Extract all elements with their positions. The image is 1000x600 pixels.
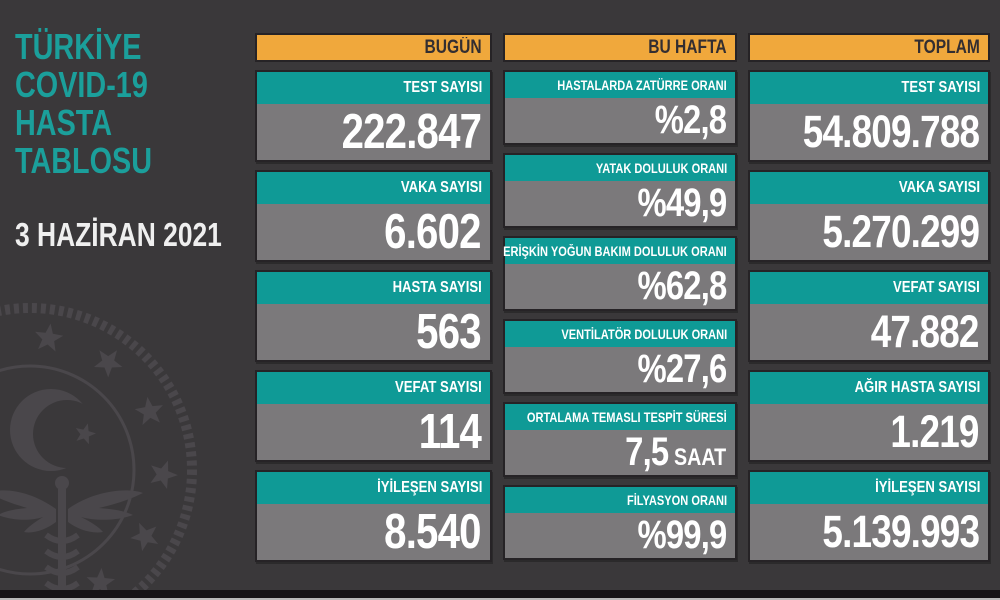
stat-box-yogun-bakim-doluluk: ERİŞKİN YOĞUN BAKIM DOLULUK ORANI %62,8 <box>503 236 737 311</box>
stat-value-area: 5.139.993 <box>750 504 988 560</box>
stat-label-band: VAKA SAYISI <box>750 172 988 204</box>
stat-label-band: HASTALARDA ZATÜRRE ORANI <box>505 72 735 98</box>
stat-value: 114 <box>418 405 482 459</box>
stat-box-temasli-tespit: ORTALAMA TEMASLI TESPİT SÜRESİ 7,5 SAAT <box>503 402 737 477</box>
stat-value: 563 <box>416 305 481 359</box>
page-title-line: HASTA <box>15 102 113 143</box>
stat-value: 5.270.299 <box>822 206 980 257</box>
stat-value-area: 114 <box>257 404 490 460</box>
stat-value-area: 6.602 <box>257 204 490 260</box>
stat-value-area: %49,9 <box>505 181 735 226</box>
stat-box-agir-hasta: AĞIR HASTA SAYISI 1.219 <box>748 370 990 462</box>
stat-label-band: TEST SAYISI <box>257 72 490 104</box>
stat-box-toplam-iyilesen: İYİLEŞEN SAYISI 5.139.993 <box>748 470 990 562</box>
stat-value: %27,6 <box>637 347 727 391</box>
stat-label-band: İYİLEŞEN SAYISI <box>257 472 490 504</box>
stat-value: %49,9 <box>637 181 727 225</box>
stat-box-yatak-doluluk: YATAK DOLULUK ORANI %49,9 <box>503 153 737 228</box>
column-header-bu-hafta: BU HAFTA <box>503 33 737 62</box>
stat-label-band: FİLYASYON ORANI <box>505 487 735 513</box>
stat-value: %99,9 <box>637 513 727 557</box>
stat-label: VEFAT SAYISI <box>395 379 482 396</box>
stat-value: 1.219 <box>890 406 980 457</box>
stat-label: VAKA SAYISI <box>400 179 482 196</box>
stat-value-area: %62,8 <box>505 264 735 309</box>
column-header-label: BUGÜN <box>424 36 482 58</box>
stat-box-toplam-vefat: VEFAT SAYISI 47.882 <box>748 270 990 362</box>
stat-label-band: VEFAT SAYISI <box>257 372 490 404</box>
stat-value-area: 563 <box>257 304 490 360</box>
stat-label: YATAK DOLULUK ORANI <box>595 160 727 176</box>
column-bugun: BUGÜN TEST SAYISI 222.847 VAKA SAYISI 6.… <box>255 33 492 570</box>
stat-label: ORTALAMA TEMASLI TESPİT SÜRESİ <box>527 409 727 425</box>
stat-label: HASTA SAYISI <box>392 279 482 296</box>
bottom-bar <box>0 590 1000 600</box>
page-title-line: COVID-19 <box>15 64 148 105</box>
stat-value-area: %27,6 <box>505 347 735 392</box>
stat-value: 54.809.788 <box>802 106 980 157</box>
sidebar: TÜRKİYE COVID-19 HASTA TABLOSU 3 HAZİRAN… <box>0 0 255 600</box>
stat-value: 8.540 <box>384 505 482 559</box>
stat-box-toplam-vaka: VAKA SAYISI 5.270.299 <box>748 170 990 262</box>
column-bu-hafta: BU HAFTA HASTALARDA ZATÜRRE ORANI %2,8 Y… <box>503 33 737 568</box>
column-header-label: BU HAFTA <box>648 36 727 58</box>
stat-box-toplam-test: TEST SAYISI 54.809.788 <box>748 70 990 162</box>
stat-value: 6.602 <box>384 205 482 259</box>
stat-label-band: AĞIR HASTA SAYISI <box>750 372 988 404</box>
stat-label-band: TEST SAYISI <box>750 72 988 104</box>
stat-value-suffix: SAAT <box>673 444 726 471</box>
stat-box-zaturre: HASTALARDA ZATÜRRE ORANI %2,8 <box>503 70 737 145</box>
page-title-line: TABLOSU <box>15 140 153 181</box>
page-title-line: TÜRKİYE <box>15 26 142 67</box>
stat-label: TEST SAYISI <box>403 79 482 96</box>
stat-label: HASTALARDA ZATÜRRE ORANI <box>557 77 727 93</box>
stat-label: ERİŞKİN YOĞUN BAKIM DOLULUK ORANI <box>503 243 727 259</box>
stat-label: VEFAT SAYISI <box>893 279 980 296</box>
stat-label: FİLYASYON ORANI <box>626 492 727 508</box>
stat-label: VAKA SAYISI <box>898 179 980 196</box>
stat-value-area: 7,5 SAAT <box>505 430 735 475</box>
stat-value-area: 54.809.788 <box>750 104 988 160</box>
stat-label-band: ORTALAMA TEMASLI TESPİT SÜRESİ <box>505 404 735 430</box>
stat-label-band: İYİLEŞEN SAYISI <box>750 472 988 504</box>
stat-label: İYİLEŞEN SAYISI <box>874 479 980 496</box>
stat-box-ventilator-doluluk: VENTİLATÖR DOLULUK ORANI %27,6 <box>503 319 737 394</box>
report-date: 3 HAZİRAN 2021 <box>15 216 222 253</box>
stat-label-band: VAKA SAYISI <box>257 172 490 204</box>
ministry-of-health-emblem-icon <box>0 303 197 600</box>
column-header-bugun: BUGÜN <box>255 33 492 62</box>
stat-label: İYİLEŞEN SAYISI <box>376 479 482 496</box>
stat-box-filyasyon: FİLYASYON ORANI %99,9 <box>503 485 737 560</box>
stat-value: %2,8 <box>654 98 727 142</box>
stat-label-band: HASTA SAYISI <box>257 272 490 304</box>
stat-box-bugun-hasta: HASTA SAYISI 563 <box>255 270 492 362</box>
stat-label: VENTİLATÖR DOLULUK ORANI <box>561 326 727 342</box>
stat-value: 47.882 <box>871 306 980 357</box>
stat-value: 5.139.993 <box>822 506 980 557</box>
stat-box-bugun-vaka: VAKA SAYISI 6.602 <box>255 170 492 262</box>
stat-value: %62,8 <box>637 264 727 308</box>
stat-value-area: %2,8 <box>505 98 735 143</box>
stat-box-bugun-iyilesen: İYİLEŞEN SAYISI 8.540 <box>255 470 492 562</box>
stat-box-bugun-vefat: VEFAT SAYISI 114 <box>255 370 492 462</box>
column-toplam: TOPLAM TEST SAYISI 54.809.788 VAKA SAYIS… <box>748 33 990 570</box>
stat-label: TEST SAYISI <box>901 79 980 96</box>
page-title: TÜRKİYE COVID-19 HASTA TABLOSU <box>15 28 186 180</box>
column-header-toplam: TOPLAM <box>748 33 990 62</box>
stat-label-band: YATAK DOLULUK ORANI <box>505 155 735 181</box>
column-header-label: TOPLAM <box>914 36 980 58</box>
stat-value-area: 1.219 <box>750 404 988 460</box>
stat-label-band: VEFAT SAYISI <box>750 272 988 304</box>
stat-value: 222.847 <box>341 105 481 159</box>
stat-value-area: %99,9 <box>505 513 735 558</box>
stat-label-band: ERİŞKİN YOĞUN BAKIM DOLULUK ORANI <box>503 238 735 264</box>
stat-value-area: 222.847 <box>257 104 490 160</box>
stat-box-bugun-test: TEST SAYISI 222.847 <box>255 70 492 162</box>
stat-value-area: 47.882 <box>750 304 988 360</box>
stat-value: 7,5 <box>624 430 669 474</box>
stat-label: AĞIR HASTA SAYISI <box>854 379 980 396</box>
stat-value-area: 5.270.299 <box>750 204 988 260</box>
stat-value-area: 8.540 <box>257 504 490 560</box>
stat-label-band: VENTİLATÖR DOLULUK ORANI <box>505 321 735 347</box>
